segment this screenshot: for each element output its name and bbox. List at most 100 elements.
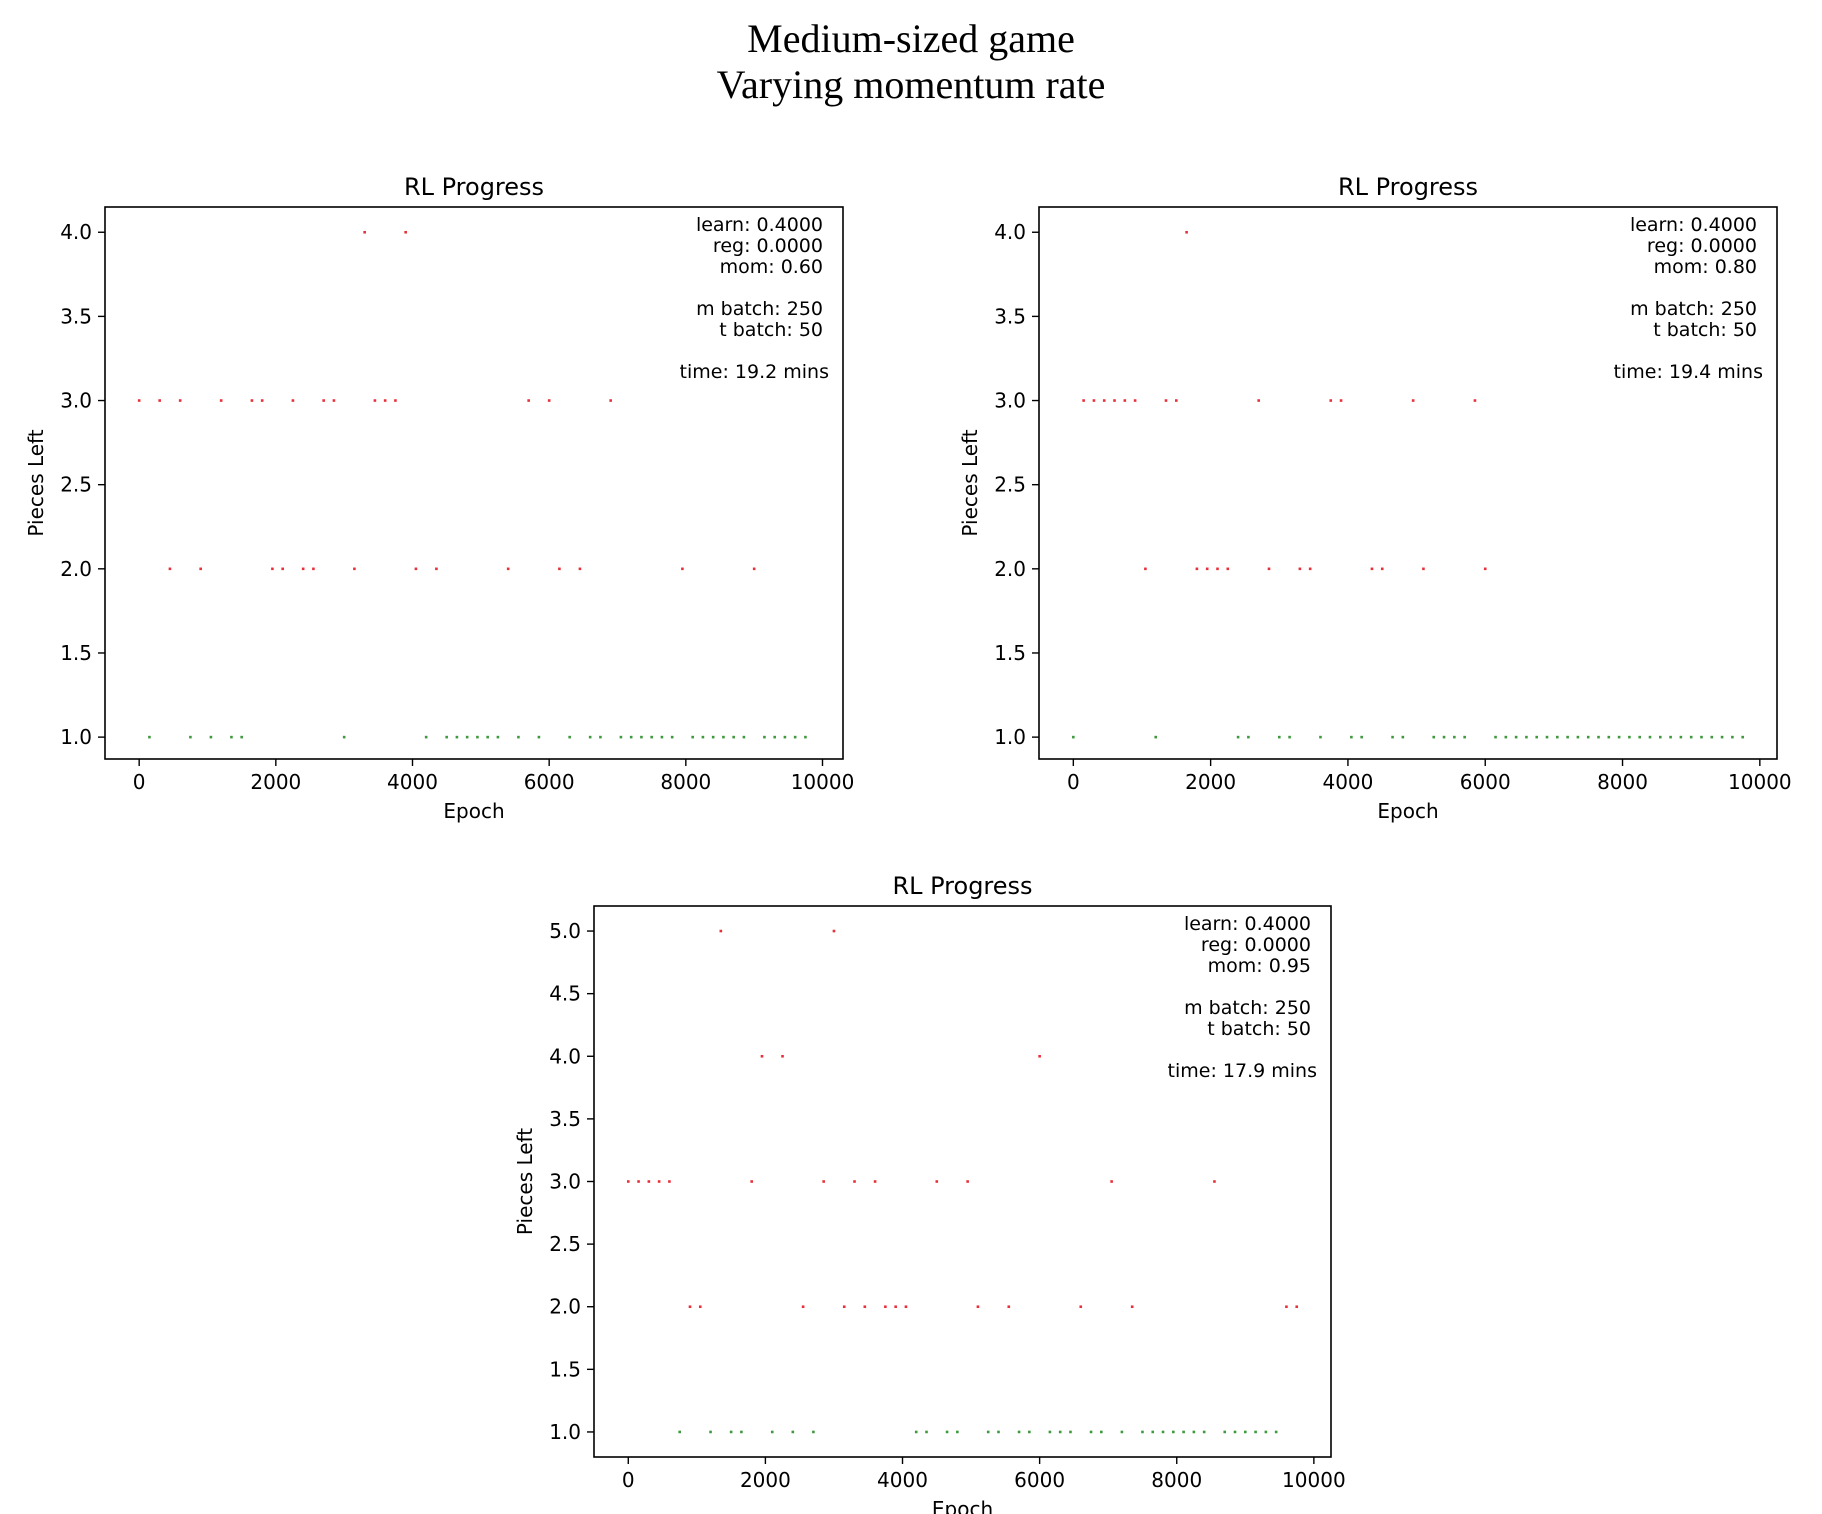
x-tick-label: 10000 bbox=[1282, 1468, 1346, 1492]
data-point bbox=[260, 399, 264, 402]
data-point bbox=[1244, 1430, 1247, 1434]
data-point bbox=[1182, 1430, 1185, 1434]
y-tick-label: 3.5 bbox=[549, 1107, 581, 1131]
data-point bbox=[925, 1430, 928, 1434]
data-point bbox=[506, 567, 510, 571]
y-axis-label: Pieces Left bbox=[513, 1128, 537, 1235]
data-point bbox=[1442, 735, 1446, 739]
annotation-line: learn: 0.4000 bbox=[1184, 913, 1311, 935]
data-point bbox=[1720, 735, 1724, 739]
data-point bbox=[1658, 735, 1662, 739]
data-point bbox=[1082, 399, 1085, 402]
x-tick-label: 2000 bbox=[1185, 770, 1236, 794]
data-point bbox=[619, 735, 623, 739]
data-point bbox=[1411, 399, 1415, 402]
data-point bbox=[678, 1430, 681, 1434]
annotation-line: m batch: 250 bbox=[1184, 997, 1311, 1019]
data-point bbox=[1164, 399, 1168, 402]
data-point bbox=[1329, 399, 1333, 402]
y-tick-label: 1.0 bbox=[994, 725, 1026, 749]
annotation-line: time: 17.9 mins bbox=[1168, 1060, 1317, 1082]
data-point bbox=[1079, 1305, 1083, 1309]
x-axis-label: Epoch bbox=[443, 799, 504, 823]
data-point bbox=[322, 399, 325, 402]
y-tick-label: 1.5 bbox=[60, 641, 92, 665]
data-point bbox=[1494, 735, 1497, 739]
data-point bbox=[1380, 567, 1384, 571]
data-point bbox=[647, 1180, 651, 1183]
annotation-line: learn: 0.4000 bbox=[696, 214, 823, 236]
data-point bbox=[1741, 735, 1744, 739]
data-point bbox=[547, 399, 551, 402]
data-point bbox=[873, 1180, 877, 1183]
data-point bbox=[660, 735, 664, 739]
data-point bbox=[1597, 735, 1600, 739]
annotation-line: mom: 0.95 bbox=[1208, 955, 1311, 977]
annotation-line: reg: 0.0000 bbox=[1647, 235, 1757, 257]
data-point bbox=[1295, 1305, 1299, 1309]
data-point bbox=[986, 1430, 990, 1434]
y-tick-label: 1.5 bbox=[994, 641, 1026, 665]
data-point bbox=[1401, 735, 1405, 739]
annotation-line: t batch: 50 bbox=[1207, 1018, 1311, 1040]
data-point bbox=[763, 735, 766, 739]
data-point bbox=[1689, 735, 1693, 739]
annotation-line: time: 19.2 mins bbox=[680, 361, 829, 383]
data-point bbox=[657, 1180, 661, 1183]
annotation-line: t batch: 50 bbox=[719, 319, 823, 341]
data-point bbox=[578, 567, 582, 571]
data-point bbox=[1473, 399, 1477, 402]
chart-title: RL Progress bbox=[892, 872, 1032, 900]
data-point bbox=[301, 567, 305, 571]
data-point bbox=[760, 1054, 764, 1058]
data-point bbox=[568, 735, 571, 739]
data-point bbox=[711, 735, 715, 739]
x-tick-label: 2000 bbox=[250, 770, 301, 794]
data-point bbox=[1123, 399, 1127, 402]
data-point bbox=[1254, 1430, 1257, 1434]
data-point bbox=[1710, 735, 1714, 739]
data-point bbox=[688, 1305, 692, 1309]
data-point bbox=[1586, 735, 1590, 739]
x-tick-label: 10000 bbox=[1728, 770, 1792, 794]
data-point bbox=[1350, 735, 1353, 739]
data-point bbox=[1669, 735, 1672, 739]
data-point bbox=[935, 1180, 939, 1183]
chart-panel-1: RL Progress 0 2000 4000 6000 8000 10000 1.0 1.5 2… bbox=[24, 173, 854, 823]
data-point bbox=[1628, 735, 1631, 739]
axes-frame bbox=[1038, 206, 1778, 760]
data-point bbox=[752, 567, 756, 571]
data-point bbox=[1216, 567, 1219, 571]
data-point bbox=[1154, 735, 1158, 739]
y-tick-label: 2.5 bbox=[549, 1232, 581, 1256]
data-point bbox=[599, 735, 602, 739]
data-point bbox=[250, 399, 254, 402]
data-point bbox=[781, 1054, 784, 1058]
data-point bbox=[1360, 735, 1363, 739]
data-point bbox=[332, 399, 336, 402]
annotation-line: time: 19.4 mins bbox=[1614, 361, 1763, 383]
data-point bbox=[148, 735, 151, 739]
data-point bbox=[1267, 567, 1271, 571]
data-point bbox=[1120, 1430, 1124, 1434]
data-point bbox=[537, 735, 541, 739]
data-point bbox=[1514, 735, 1518, 739]
y-tick-label: 4.0 bbox=[60, 220, 92, 244]
x-tick-label: 6000 bbox=[1014, 1468, 1065, 1492]
data-point bbox=[1092, 399, 1096, 402]
data-point bbox=[383, 399, 387, 402]
data-point bbox=[1058, 1430, 1062, 1434]
data-point bbox=[701, 735, 705, 739]
data-point bbox=[486, 735, 489, 739]
x-tick-label: 8000 bbox=[1597, 770, 1648, 794]
data-point bbox=[1069, 1430, 1072, 1434]
data-point bbox=[1133, 399, 1137, 402]
data-point bbox=[719, 929, 723, 933]
data-point bbox=[1102, 399, 1106, 402]
data-point bbox=[1205, 567, 1209, 571]
data-point bbox=[1202, 1430, 1206, 1434]
data-point bbox=[1504, 735, 1508, 739]
data-point bbox=[1285, 1305, 1288, 1309]
data-point bbox=[271, 567, 274, 571]
data-point bbox=[1308, 567, 1312, 571]
